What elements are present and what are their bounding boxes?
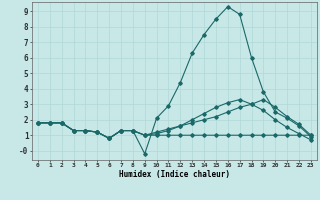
X-axis label: Humidex (Indice chaleur): Humidex (Indice chaleur) <box>119 170 230 179</box>
